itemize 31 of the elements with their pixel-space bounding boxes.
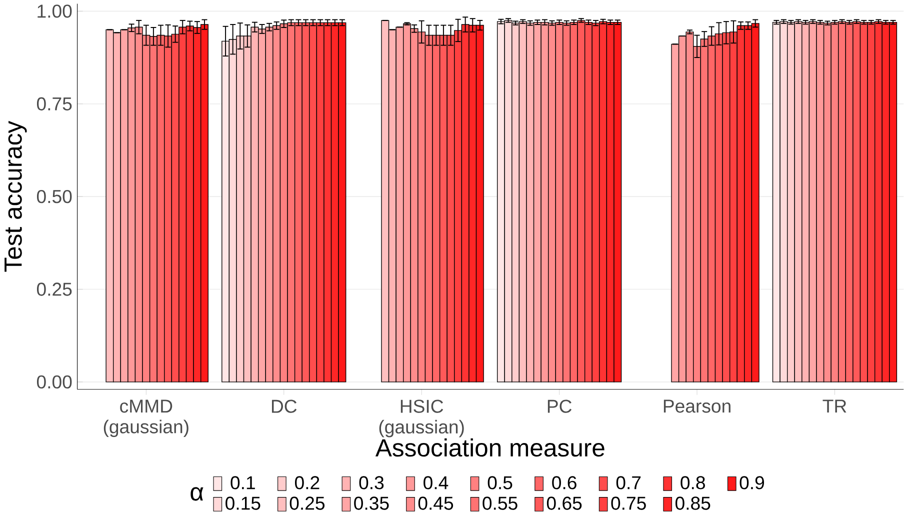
y-tick-label: 0.75 <box>36 97 72 110</box>
x-tick-label: Pearson <box>664 400 730 413</box>
legend-label: 0.2 <box>294 476 320 490</box>
legend-label: 0.35 <box>354 496 389 510</box>
y-tick-label: 0.00 <box>36 375 72 388</box>
legend-label: 0.65 <box>546 496 582 510</box>
legend-label: 0.9 <box>740 476 764 490</box>
y-tick-label: 0.25 <box>36 282 72 296</box>
x-tick-label: HSIC (gaussian) <box>379 400 464 438</box>
legend-label: 0.4 <box>424 476 448 490</box>
legend-label: 0.7 <box>616 476 641 490</box>
x-tick-label: cMMD (gaussian) <box>104 400 188 437</box>
legend-label: 0.25 <box>290 496 324 510</box>
legend-label: 0.55 <box>482 496 518 510</box>
legend-label: 0.75 <box>611 496 646 510</box>
legend-label: 0.8 <box>680 476 705 490</box>
legend-title: α <box>190 487 204 501</box>
y-axis-title: Test accuracy <box>4 120 27 272</box>
legend-label: 0.15 <box>226 496 260 510</box>
x-axis-title: Association measure <box>375 438 604 457</box>
legend-label: 0.85 <box>675 496 710 510</box>
y-tick-label: 1.00 <box>38 4 72 18</box>
legend-label: 0.3 <box>359 476 384 490</box>
legend-label: 0.45 <box>418 496 454 510</box>
x-tick-label: PC <box>548 400 572 413</box>
x-tick-label: DC <box>272 400 297 413</box>
x-tick-label: TR <box>822 400 846 412</box>
legend-label: 0.5 <box>488 476 512 490</box>
legend-label: 0.6 <box>552 476 576 490</box>
legend-label: 0.1 <box>230 476 255 490</box>
y-tick-label: 0.50 <box>36 190 72 204</box>
